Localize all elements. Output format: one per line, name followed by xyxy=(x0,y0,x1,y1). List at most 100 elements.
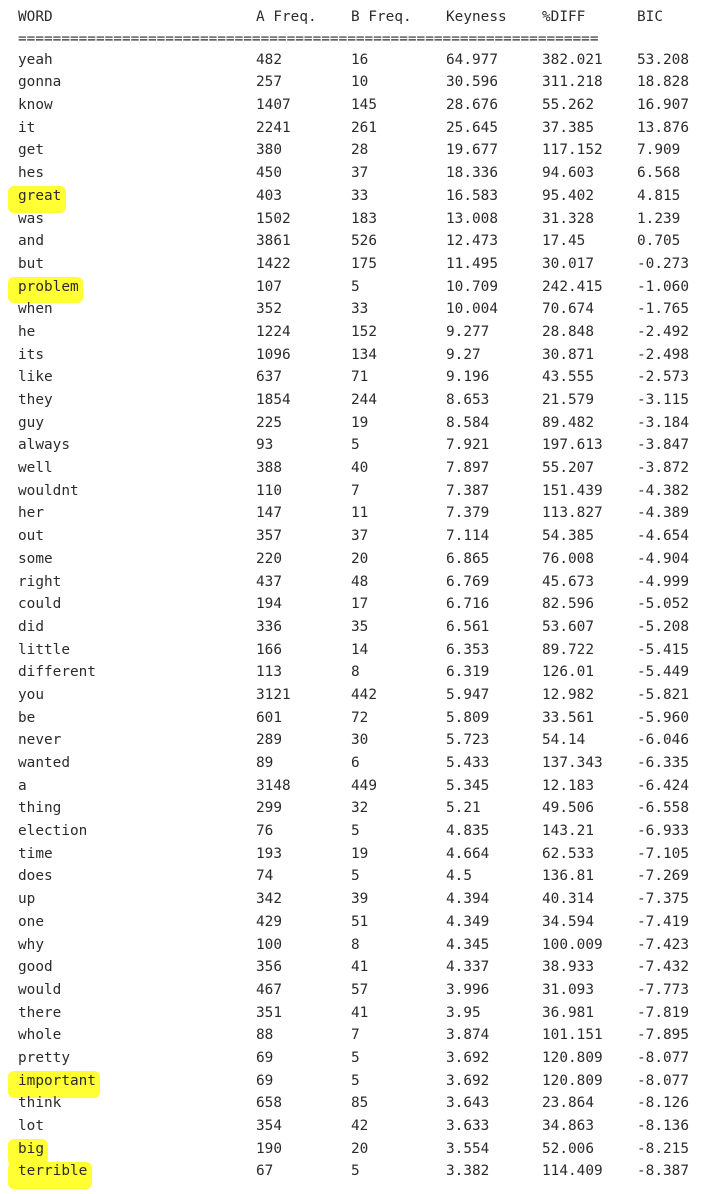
cell-a-freq: 342 xyxy=(256,891,282,908)
cell-b-freq: 8 xyxy=(351,664,360,681)
cell-keyness: 7.387 xyxy=(446,482,490,499)
table-row: was 1502 183 13.008 31.328 1.239 xyxy=(18,208,680,231)
cell-bic: -7.269 xyxy=(637,868,689,885)
cell-b-freq: 14 xyxy=(351,641,369,658)
cell-diff: 12.982 xyxy=(542,686,594,703)
cell-a-freq: 190 xyxy=(256,1140,282,1157)
cell-a-freq: 437 xyxy=(256,573,282,590)
cell-word: be xyxy=(18,709,36,726)
cell-diff: 120.809 xyxy=(542,1049,603,1066)
cell-diff: 95.402 xyxy=(542,187,594,204)
cell-diff: 54.14 xyxy=(542,732,586,749)
cell-bic: -3.872 xyxy=(637,460,689,477)
cell-keyness: 10.004 xyxy=(446,301,498,318)
cell-bic: 13.876 xyxy=(637,119,689,136)
cell-word: would xyxy=(18,981,62,998)
cell-keyness: 18.336 xyxy=(446,165,498,182)
cell-word: does xyxy=(18,868,53,885)
cell-a-freq: 257 xyxy=(256,74,282,91)
cell-word: think xyxy=(18,1095,62,1112)
cell-diff: 17.45 xyxy=(542,233,586,250)
cell-word: could xyxy=(18,596,62,613)
cell-bic: -6.424 xyxy=(637,777,689,794)
cell-diff: 114.409 xyxy=(542,1163,603,1180)
cell-a-freq: 299 xyxy=(256,800,282,817)
cell-keyness: 9.277 xyxy=(446,323,490,340)
cell-a-freq: 1096 xyxy=(256,346,291,363)
cell-diff: 70.674 xyxy=(542,301,594,318)
cell-word: good xyxy=(18,959,53,976)
cell-a-freq: 1502 xyxy=(256,210,291,227)
cell-bic: -2.492 xyxy=(637,323,689,340)
table-row: guy 225 19 8.584 89.482 -3.184 xyxy=(18,412,689,435)
cell-diff: 100.009 xyxy=(542,936,603,953)
cell-diff: 101.151 xyxy=(542,1027,603,1044)
cell-bic: 7.909 xyxy=(637,142,681,159)
cell-keyness: 4.349 xyxy=(446,913,490,930)
table-row: great 403 33 16.583 95.402 4.815 xyxy=(18,185,680,208)
cell-bic: -7.419 xyxy=(637,913,689,930)
cell-a-freq: 403 xyxy=(256,187,282,204)
cell-a-freq: 147 xyxy=(256,505,282,522)
cell-b-freq: 5 xyxy=(351,437,360,454)
table-row: why 100 8 4.345 100.009 -7.423 xyxy=(18,934,689,957)
cell-b-freq: 19 xyxy=(351,414,369,431)
table-row: he 1224 152 9.277 28.848 -2.492 xyxy=(18,321,689,344)
cell-diff: 52.006 xyxy=(542,1140,594,1157)
cell-bic: -8.126 xyxy=(637,1095,689,1112)
cell-word: different xyxy=(18,664,96,681)
header-b-freq: B Freq. xyxy=(351,9,412,25)
cell-keyness: 9.27 xyxy=(446,346,481,363)
cell-word: guy xyxy=(18,414,44,431)
cell-keyness: 11.495 xyxy=(446,255,498,272)
cell-b-freq: 40 xyxy=(351,460,369,477)
cell-b-freq: 85 xyxy=(351,1095,369,1112)
cell-bic: -7.432 xyxy=(637,959,689,976)
cell-keyness: 4.345 xyxy=(446,936,490,953)
cell-diff: 89.482 xyxy=(542,414,594,431)
table-row: always 93 5 7.921 197.613 -3.847 xyxy=(18,434,689,457)
table-row: well 388 40 7.897 55.207 -3.872 xyxy=(18,457,689,480)
table-row: get 380 28 19.677 117.152 7.909 xyxy=(18,139,680,162)
cell-word: get xyxy=(18,142,44,159)
table-row: know 1407 145 28.676 55.262 16.907 xyxy=(18,94,689,117)
cell-word: little xyxy=(18,641,70,658)
cell-b-freq: 37 xyxy=(351,528,369,545)
header-a-freq: A Freq. xyxy=(256,9,317,25)
cell-keyness: 10.709 xyxy=(446,278,498,295)
cell-bic: 0.705 xyxy=(637,233,681,250)
cell-word: pretty xyxy=(18,1049,70,1066)
cell-keyness: 7.921 xyxy=(446,437,490,454)
cell-bic: -7.773 xyxy=(637,981,689,998)
cell-b-freq: 41 xyxy=(351,959,369,976)
cell-bic: -8.387 xyxy=(637,1163,689,1180)
cell-diff: 76.008 xyxy=(542,550,594,567)
cell-a-freq: 193 xyxy=(256,845,282,862)
table-row: hes 450 37 18.336 94.603 6.568 xyxy=(18,162,680,185)
cell-diff: 28.848 xyxy=(542,323,594,340)
table-row: terrible 67 5 3.382 114.409 -8.387 xyxy=(18,1160,689,1183)
cell-a-freq: 194 xyxy=(256,596,282,613)
cell-diff: 382.021 xyxy=(542,51,603,68)
cell-keyness: 13.008 xyxy=(446,210,498,227)
cell-keyness: 4.835 xyxy=(446,823,490,840)
cell-b-freq: 20 xyxy=(351,1140,369,1157)
cell-word: why xyxy=(18,936,44,953)
cell-b-freq: 5 xyxy=(351,868,360,885)
cell-a-freq: 67 xyxy=(256,1163,274,1180)
cell-word: wouldnt xyxy=(18,482,79,499)
cell-a-freq: 1407 xyxy=(256,97,291,114)
table-row: they 1854 244 8.653 21.579 -3.115 xyxy=(18,389,689,412)
table-row: whole 88 7 3.874 101.151 -7.895 xyxy=(18,1024,689,1047)
cell-word: know xyxy=(18,97,53,114)
table-row: one 429 51 4.349 34.594 -7.419 xyxy=(18,911,689,934)
cell-keyness: 4.5 xyxy=(446,868,472,885)
cell-word: a xyxy=(18,777,27,794)
cell-diff: 117.152 xyxy=(542,142,603,159)
cell-bic: -8.077 xyxy=(637,1049,689,1066)
cell-b-freq: 5 xyxy=(351,1049,360,1066)
cell-a-freq: 1854 xyxy=(256,392,291,408)
cell-word: big xyxy=(18,1140,44,1157)
header-word: WORD xyxy=(18,9,53,25)
cell-bic: 4.815 xyxy=(637,187,681,204)
